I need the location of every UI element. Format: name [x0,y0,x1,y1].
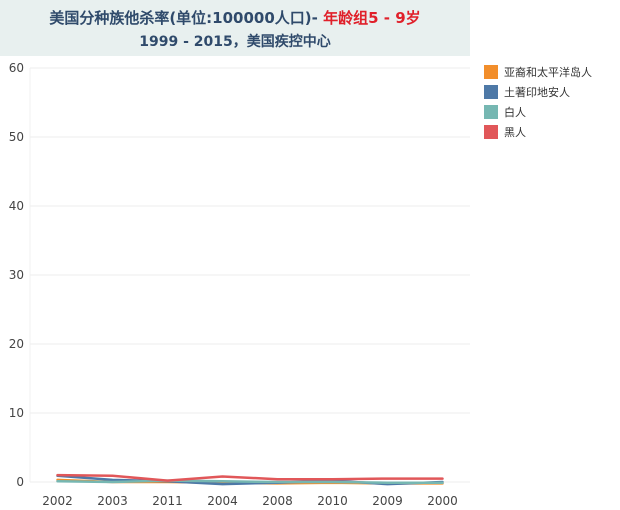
legend-item[interactable]: 黑人 [484,122,592,142]
series-line [56,479,444,484]
x-tick-label: 2008 [262,494,293,508]
y-tick-label: 30 [9,268,24,282]
title-highlight: 年龄组5 - 9岁 [323,9,421,27]
line-chart: 0 10 20 30 40 50 60 2002 2003 2011 2004 2008 2010 200… [9,61,470,508]
legend-swatch [484,85,498,99]
x-tick-label: 2000 [427,494,458,508]
legend-item[interactable]: 亚裔和太平洋岛人 [484,62,592,82]
y-tick-label: 40 [9,199,24,213]
x-tick-label: 2011 [152,494,183,508]
legend-item[interactable]: 白人 [484,102,592,122]
y-tick-label: 20 [9,337,24,351]
title-prefix: 美国分种族他杀率(单位:100000人口)- [49,9,324,27]
x-tick-label: 2009 [372,494,403,508]
y-tick-label: 0 [16,475,24,489]
legend-swatch [484,125,498,139]
x-tick-label: 2004 [207,494,238,508]
legend: 亚裔和太平洋岛人 土著印地安人 白人黑人 [484,62,592,142]
chart-subtitle: 1999 - 2015，美国疾控中心 [139,34,331,50]
legend-label: 黑人 [504,126,526,139]
legend-label: 白人 [504,106,526,119]
legend-swatch [484,65,498,79]
y-tick-label: 60 [9,61,24,75]
chart-title: 美国分种族他杀率(单位:100000人口)- 年龄组5 - 9岁 [0,7,470,28]
y-tick-label: 10 [9,406,24,420]
x-tick-label: 2002 [42,494,73,508]
legend-label: 土著印地安人 [504,86,570,99]
legend-swatch [484,105,498,119]
legend-item[interactable]: 土著印地安人 [484,82,592,102]
x-tick-label: 2003 [97,494,128,508]
legend-label: 亚裔和太平洋岛人 [504,66,592,79]
series-line [56,473,444,482]
chart-title-box: 美国分种族他杀率(单位:100000人口)- 年龄组5 - 9岁 1999 - … [0,0,470,56]
x-tick-label: 2010 [317,494,348,508]
y-tick-label: 50 [9,130,24,144]
